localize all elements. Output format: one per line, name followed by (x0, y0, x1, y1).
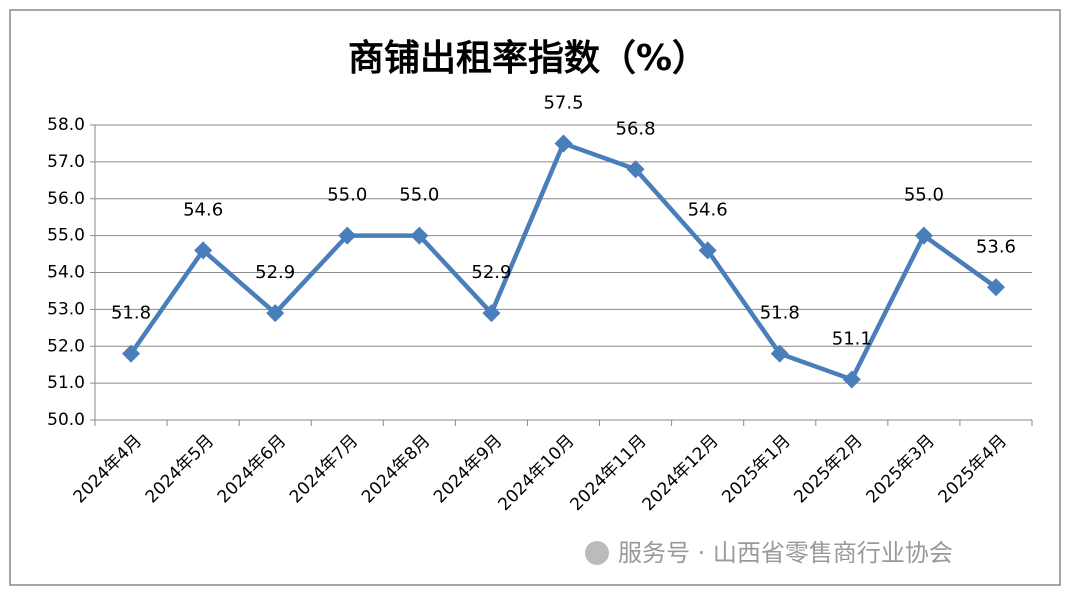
data-label: 55.0 (904, 185, 944, 206)
data-label: 54.6 (688, 199, 728, 220)
data-label: 55.0 (327, 185, 367, 206)
data-point (554, 134, 573, 153)
watermark: 服务号 · 山西省零售商行业协会 (585, 539, 953, 567)
data-point (482, 304, 501, 323)
y-tick-label: 54.0 (47, 263, 85, 283)
y-tick-label: 58.0 (47, 115, 85, 135)
data-point (338, 226, 357, 245)
data-label: 51.8 (111, 303, 151, 324)
data-label: 57.5 (543, 92, 583, 113)
data-label: 53.6 (976, 236, 1016, 257)
data-label: 52.9 (471, 262, 511, 283)
y-tick-label: 55.0 (47, 226, 85, 246)
data-label: 55.0 (399, 185, 439, 206)
chart-border (9, 9, 1061, 586)
data-point (194, 241, 213, 260)
data-label: 56.8 (616, 118, 656, 139)
data-label: 54.6 (183, 199, 223, 220)
chart-title: 商铺出租率指数（%） (348, 38, 708, 79)
data-point (914, 226, 933, 245)
y-tick-label: 56.0 (47, 189, 85, 209)
data-point (770, 344, 789, 363)
data-point (410, 226, 429, 245)
data-point (626, 160, 645, 179)
y-tick-label: 52.0 (47, 336, 85, 356)
data-point (122, 344, 141, 363)
watermark-text: 服务号 · 山西省零售商行业协会 (618, 539, 953, 567)
data-label: 51.8 (760, 303, 800, 324)
data-point (698, 241, 717, 260)
data-point (266, 304, 285, 323)
y-tick-label: 57.0 (47, 152, 85, 172)
watermark-icon (585, 541, 609, 565)
data-label: 52.9 (255, 262, 295, 283)
data-point (842, 370, 861, 389)
y-tick-label: 51.0 (47, 373, 85, 393)
data-label: 51.1 (832, 328, 872, 349)
data-point (986, 278, 1005, 297)
y-tick-label: 50.0 (47, 410, 85, 430)
y-tick-label: 53.0 (47, 299, 85, 319)
